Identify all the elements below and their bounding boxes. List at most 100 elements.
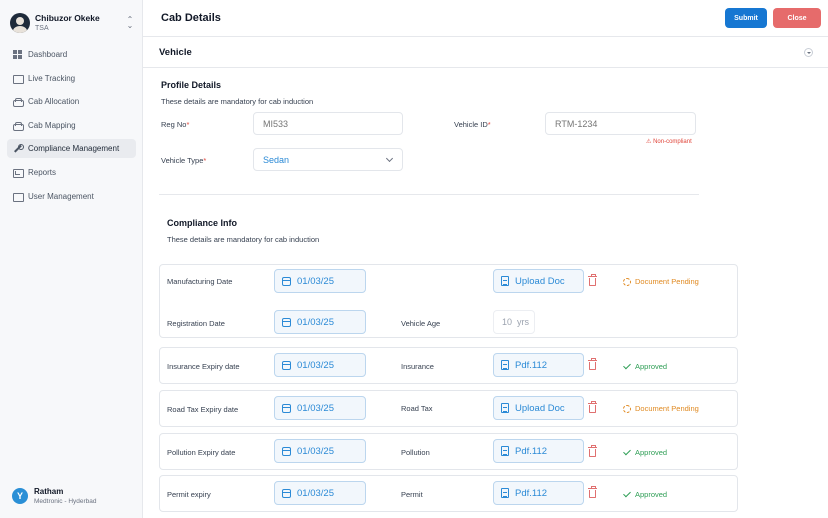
document-icon: [501, 446, 509, 456]
pollution-expiry-date-picker[interactable]: 01/03/25: [274, 439, 366, 463]
chevron-updown-icon[interactable]: ⌃ ⌄: [126, 15, 134, 30]
status-badge: Document Pending: [623, 277, 699, 286]
document-icon: [501, 488, 509, 498]
status-badge: Approved: [623, 447, 667, 457]
sidebar-item-live-tracking[interactable]: Live Tracking: [7, 69, 136, 88]
profile-details-subtitle: These details are mandatory for cab indu…: [161, 97, 314, 106]
road-tax-upload-doc-button[interactable]: Upload Doc: [493, 396, 584, 420]
tracking-icon: [13, 74, 24, 84]
status-badge: Document Pending: [623, 404, 699, 413]
org-logo-icon: Y: [12, 488, 28, 504]
document-icon: [501, 403, 509, 413]
sidebar-item-cab-allocation[interactable]: Cab Allocation: [7, 92, 136, 111]
status-badge: Approved: [623, 361, 667, 371]
warning-icon: ⚠: [646, 139, 652, 145]
divider: [159, 194, 699, 195]
check-icon: [623, 489, 631, 498]
users-icon: [13, 192, 24, 202]
collapse-icon[interactable]: [804, 48, 813, 57]
sidebar-item-dashboard[interactable]: Dashboard: [7, 45, 136, 64]
vehicle-type-select[interactable]: Sedan: [253, 148, 403, 171]
registration-date-label: Registration Date: [167, 319, 225, 328]
car-icon: [13, 121, 24, 131]
sidebar-item-cab-mapping[interactable]: Cab Mapping: [7, 116, 136, 135]
trash-icon[interactable]: [588, 445, 597, 457]
doc-label: Insurance: [401, 362, 434, 371]
doc-label: Permit: [401, 490, 423, 499]
vehicle-section-header[interactable]: Vehicle: [143, 37, 828, 68]
manufacturing-upload-doc-button[interactable]: Upload Doc: [493, 269, 584, 293]
sidebar-item-label: Cab Mapping: [28, 120, 76, 130]
status-badge: Approved: [623, 489, 667, 499]
compliance-row-road-tax: Road Tax Expiry date 01/03/25 Road Tax U…: [159, 390, 738, 427]
reg-no-label: Reg No*: [161, 120, 190, 129]
road-tax-expiry-date-picker[interactable]: 01/03/25: [274, 396, 366, 420]
compliance-info-title: Compliance Info: [167, 218, 238, 228]
doc-label: Road Tax: [401, 404, 433, 413]
calendar-icon: [282, 403, 291, 413]
grid-icon: [13, 50, 22, 59]
manufacturing-date-label: Manufacturing Date: [167, 277, 233, 286]
calendar-icon: [282, 276, 291, 286]
vehicle-age-label: Vehicle Age: [401, 319, 441, 328]
sidebar: Chibuzor Okeke TSA ⌃ ⌄ Dashboard Live Tra…: [0, 0, 143, 518]
manufacturing-registration-card: Manufacturing Date 01/03/25 Upload Doc D…: [159, 264, 738, 338]
org-location: Medtronic - Hyderbad: [34, 498, 97, 505]
sidebar-item-label: Dashboard: [28, 50, 68, 59]
permit-expiry-date-picker[interactable]: 01/03/25: [274, 481, 366, 505]
chevron-down-icon: [385, 154, 394, 163]
pollution-doc-button[interactable]: Pdf.112: [493, 439, 584, 463]
document-icon: [501, 276, 509, 286]
reg-no-input[interactable]: [253, 112, 403, 135]
sidebar-item-reports[interactable]: Reports: [7, 163, 136, 182]
trash-icon[interactable]: [588, 486, 597, 498]
pending-icon: [623, 277, 631, 286]
pending-icon: [623, 404, 631, 413]
non-compliant-message: ⚠ Non-compliant: [646, 139, 692, 145]
vehicle-type-label: Vehicle Type*: [161, 156, 207, 165]
submit-button[interactable]: Submit: [725, 8, 767, 28]
permit-doc-button[interactable]: Pdf.112: [493, 481, 584, 505]
row-label: Road Tax Expiry date: [167, 405, 239, 414]
car-icon: [13, 97, 24, 108]
sidebar-item-label: Cab Allocation: [28, 97, 80, 107]
vehicle-age-field: 10 yrs: [493, 310, 535, 334]
vehicle-id-label: Vehicle ID*: [454, 120, 491, 129]
sidebar-item-compliance-management[interactable]: Compliance Management: [7, 139, 136, 159]
main-content: Cab Details Submit Close Vehicle Profile…: [143, 0, 828, 518]
row-label: Insurance Expiry date: [167, 362, 240, 371]
page-title: Cab Details: [161, 12, 221, 24]
trash-icon[interactable]: [588, 401, 597, 413]
trash-icon[interactable]: [588, 358, 597, 370]
calendar-icon: [282, 488, 291, 498]
sidebar-item-label: Compliance Management: [28, 144, 120, 154]
user-profile[interactable]: Chibuzor Okeke TSA ⌃ ⌄: [10, 10, 134, 36]
calendar-icon: [282, 446, 291, 456]
sidebar-item-user-management[interactable]: User Management: [7, 187, 136, 206]
registration-date-picker[interactable]: 01/03/25: [274, 310, 366, 334]
compliance-row-insurance: Insurance Expiry date 01/03/25 Insurance…: [159, 347, 738, 384]
doc-label: Pollution: [401, 448, 430, 457]
insurance-doc-button[interactable]: Pdf.112: [493, 353, 584, 377]
sidebar-nav: Dashboard Live Tracking Cab Allocation C…: [7, 45, 136, 210]
close-button[interactable]: Close: [773, 8, 821, 28]
sidebar-item-label: Live Tracking: [28, 73, 76, 83]
manufacturing-date-picker[interactable]: 01/03/25: [274, 269, 366, 293]
org-name: Ratham: [34, 487, 64, 496]
insurance-expiry-date-picker[interactable]: 01/03/25: [274, 353, 366, 377]
calendar-icon: [282, 317, 291, 327]
wrench-icon: [13, 144, 24, 153]
document-icon: [501, 360, 509, 370]
check-icon: [623, 447, 631, 456]
trash-icon[interactable]: [588, 274, 597, 286]
profile-details-title: Profile Details: [161, 80, 222, 90]
row-label: Permit expiry: [167, 490, 211, 499]
section-title: Vehicle: [159, 47, 192, 58]
vehicle-type-value: Sedan: [263, 154, 290, 165]
organization: Y Ratham Medtronic - Hyderbad: [12, 486, 97, 506]
vehicle-id-input[interactable]: [545, 112, 696, 135]
user-name: Chibuzor Okeke: [35, 12, 100, 23]
sidebar-item-label: Reports: [28, 167, 57, 177]
reports-icon: [13, 168, 24, 178]
calendar-icon: [282, 360, 291, 370]
